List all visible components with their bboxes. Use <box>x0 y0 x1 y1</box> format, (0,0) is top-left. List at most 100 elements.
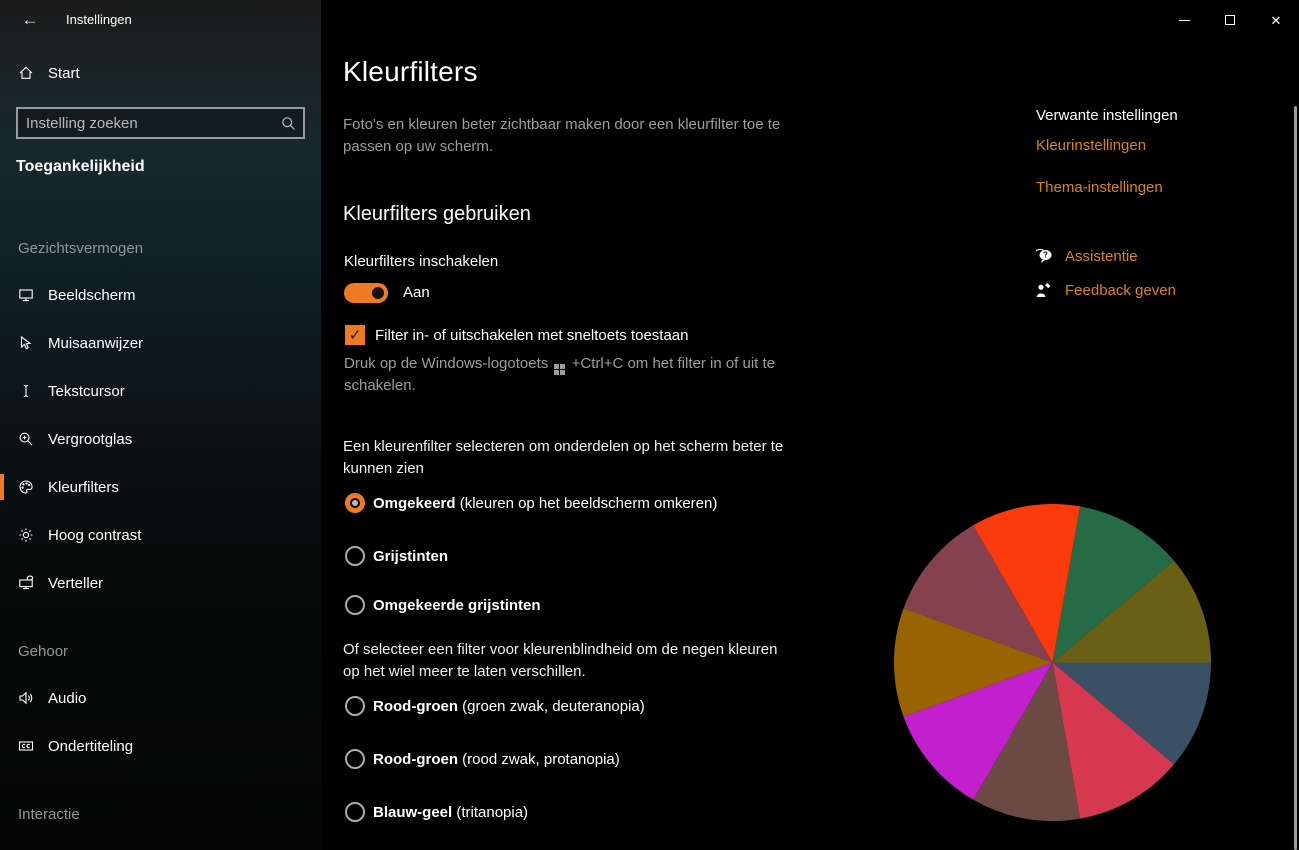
sidebar-item-label: Tekstcursor <box>48 382 125 400</box>
vertical-scrollbar[interactable] <box>1294 106 1297 850</box>
hint-text-before: Druk op de Windows-logotoets <box>344 355 549 372</box>
sidebar-item-label: Verteller <box>48 574 104 592</box>
radio-rood-groen-protanopia[interactable]: Rood-groen (rood zwak, protanopia) <box>345 749 620 769</box>
minimize-icon <box>1178 19 1190 21</box>
section-heading: Kleurfilters gebruiken <box>343 203 531 225</box>
sidebar-item-label: Beeldscherm <box>48 286 136 304</box>
radio-selected-icon[interactable] <box>345 493 365 513</box>
window-controls: ✕ <box>1161 0 1299 40</box>
radio-label: Rood-groen (groen zwak, deuteranopia) <box>373 698 645 715</box>
radio-detail: (groen zwak, deuteranopia) <box>462 697 645 715</box>
radio-omgekeerd[interactable]: Omgekeerd (kleuren op het beeldscherm om… <box>345 493 717 513</box>
sidebar-item-hoog-contrast[interactable]: Hoog contrast <box>0 517 321 553</box>
sidebar-item-label: Audio <box>48 689 87 707</box>
shortcut-checkbox-label: Filter in- of uitschakelen met sneltoets… <box>375 326 689 344</box>
sidebar-item-label: Vergrootglas <box>48 430 133 448</box>
shortcut-checkbox[interactable]: ✓ <box>345 325 365 345</box>
sidebar-item-label: Muisaanwijzer <box>48 334 144 352</box>
radio-detail: (kleuren op het beeldscherm omkeren) <box>459 494 718 512</box>
sidebar-section-hearing: Gehoor <box>18 643 69 660</box>
monitor-icon <box>18 287 34 303</box>
radio-label: Grijstinten <box>373 548 448 565</box>
sidebar-category-title: Toegankelijkheid <box>16 158 145 175</box>
radio-blauw-geel-tritanopia[interactable]: Blauw-geel (tritanopia) <box>345 802 528 822</box>
maximize-icon <box>1225 15 1235 25</box>
pie-slice-orange-red <box>973 504 1081 663</box>
pie-slice-green <box>1052 506 1174 663</box>
radio-label: Rood-groen (rood zwak, protanopia) <box>373 751 620 768</box>
toggle-knob <box>372 287 384 299</box>
radio-icon[interactable] <box>345 696 365 716</box>
maximize-button[interactable] <box>1207 0 1253 40</box>
sidebar-item-audio[interactable]: Audio <box>0 680 321 716</box>
help-link-label: Feedback geven <box>1065 281 1176 299</box>
sidebar-item-tekstcursor[interactable]: Tekstcursor <box>0 373 321 409</box>
pie-slice-slate-blue <box>1052 662 1211 765</box>
home-icon <box>18 65 34 81</box>
sidebar-item-ondertiteling[interactable]: Ondertiteling <box>0 728 321 764</box>
sidebar-item-label: Ondertiteling <box>48 737 134 755</box>
back-arrow-icon: ← <box>21 10 39 29</box>
narrator-icon <box>18 575 34 591</box>
mouse-pointer-icon <box>18 335 34 351</box>
radio-name: Omgekeerde grijstinten <box>373 596 541 614</box>
settings-search-box <box>16 107 305 139</box>
radio-rood-groen-deuteranopia[interactable]: Rood-groen (groen zwak, deuteranopia) <box>345 696 645 716</box>
shortcut-checkbox-row[interactable]: ✓ Filter in- of uitschakelen met sneltoe… <box>345 325 689 345</box>
window-title: Instellingen <box>66 12 132 27</box>
sidebar-item-start[interactable]: Start <box>0 55 321 91</box>
pie-slice-brown <box>973 662 1081 821</box>
magnifier-plus-icon <box>18 431 34 447</box>
svg-text:?: ? <box>1043 251 1048 260</box>
radio-icon[interactable] <box>345 546 365 566</box>
close-button[interactable]: ✕ <box>1253 0 1299 40</box>
color-wheel-pie-chart <box>894 504 1211 821</box>
link-kleurinstellingen[interactable]: Kleurinstellingen <box>1036 137 1147 154</box>
search-input[interactable] <box>18 114 273 132</box>
closed-captions-icon <box>18 738 34 754</box>
feedback-person-icon <box>1034 281 1054 299</box>
palette-icon <box>18 479 34 495</box>
sidebar-item-muisaanwijzer[interactable]: Muisaanwijzer <box>0 325 321 361</box>
minimize-button[interactable] <box>1161 0 1207 40</box>
toggle-state-label: Aan <box>403 284 430 301</box>
link-assistentie[interactable]: ? Assistentie <box>1034 247 1138 265</box>
sidebar-section-interaction: Interactie <box>18 806 80 823</box>
contrast-sun-icon <box>18 527 34 543</box>
link-thema-instellingen[interactable]: Thema-instellingen <box>1036 179 1163 196</box>
radio-name: Blauw-geel <box>373 803 453 821</box>
radio-label: Omgekeerde grijstinten <box>373 597 541 614</box>
pie-slice-maroon <box>903 525 1053 663</box>
back-button[interactable]: ← <box>16 6 44 34</box>
radio-name: Omgekeerd <box>373 494 456 512</box>
windows-logo-icon <box>554 364 566 375</box>
radio-label: Omgekeerd (kleuren op het beeldscherm om… <box>373 495 717 512</box>
help-bubble-icon: ? <box>1034 247 1054 265</box>
sidebar-item-kleurfilters[interactable]: Kleurfilters <box>0 469 321 505</box>
link-feedback-geven[interactable]: Feedback geven <box>1034 281 1176 299</box>
sidebar-item-vergrootglas[interactable]: Vergrootglas <box>0 421 321 457</box>
radio-label: Blauw-geel (tritanopia) <box>373 804 528 821</box>
radio-icon[interactable] <box>345 802 365 822</box>
radio-icon[interactable] <box>345 595 365 615</box>
radio-detail: (rood zwak, protanopia) <box>462 750 620 768</box>
search-icon[interactable] <box>273 109 303 137</box>
titlebar: ← Instellingen <box>0 0 321 40</box>
shortcut-hint: Druk op de Windows-logotoets +Ctrl+C om … <box>344 353 789 397</box>
sidebar-item-beeldscherm[interactable]: Beeldscherm <box>0 277 321 313</box>
help-link-label: Assistentie <box>1065 247 1138 265</box>
selected-accent-bar <box>0 474 4 500</box>
radio-name: Rood-groen <box>373 750 458 768</box>
sidebar-item-label: Start <box>48 64 80 82</box>
pie-slice-magenta <box>903 662 1053 800</box>
radio-icon[interactable] <box>345 749 365 769</box>
sidebar-item-verteller[interactable]: Verteller <box>0 565 321 601</box>
page-description: Foto's en kleuren beter zichtbaar maken … <box>343 116 781 155</box>
pie-slice-crimson <box>1052 662 1174 819</box>
radio-omgekeerde-grijstinten[interactable]: Omgekeerde grijstinten <box>345 595 541 615</box>
checkmark-icon: ✓ <box>348 326 362 344</box>
radio-name: Grijstinten <box>373 547 449 565</box>
radio-grijstinten[interactable]: Grijstinten <box>345 546 448 566</box>
color-filters-toggle[interactable] <box>344 283 388 303</box>
